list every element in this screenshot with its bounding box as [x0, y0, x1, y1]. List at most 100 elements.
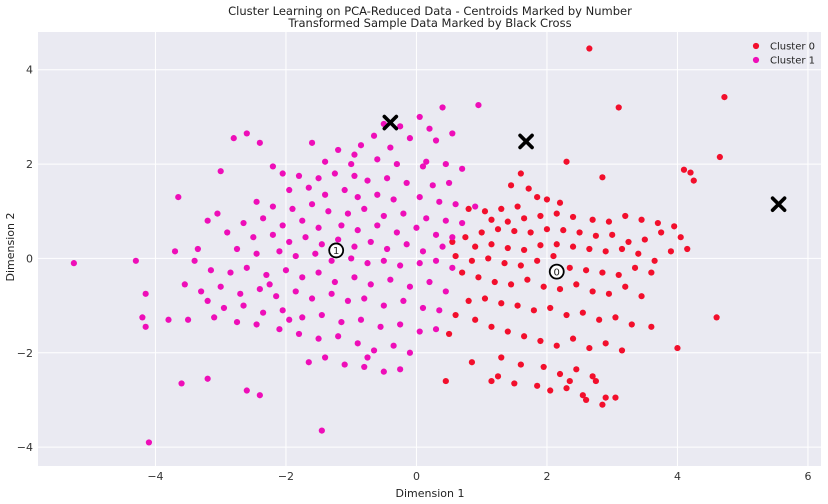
- data-point: [237, 290, 244, 297]
- data-point: [224, 229, 231, 236]
- sample-cross: [518, 133, 534, 150]
- data-point: [556, 199, 564, 206]
- data-point: [596, 316, 603, 323]
- data-point: [322, 191, 329, 198]
- data-point: [514, 203, 521, 210]
- data-point: [191, 257, 198, 264]
- data-point: [677, 234, 684, 241]
- data-point: [478, 229, 485, 236]
- data-point: [286, 186, 293, 194]
- data-point: [667, 248, 675, 255]
- data-point: [279, 170, 286, 177]
- data-point: [295, 330, 303, 338]
- data-point: [586, 245, 593, 253]
- data-point: [721, 94, 728, 101]
- data-point: [233, 245, 241, 253]
- data-point: [609, 231, 616, 238]
- data-point: [494, 373, 502, 380]
- data-point: [260, 215, 267, 222]
- data-point: [543, 226, 551, 233]
- data-point: [517, 262, 524, 269]
- data-point: [419, 248, 427, 255]
- data-point: [449, 238, 456, 246]
- data-point: [338, 319, 345, 326]
- data-point: [370, 347, 378, 354]
- data-point: [400, 297, 407, 304]
- data-point: [569, 335, 577, 342]
- data-point: [452, 252, 459, 260]
- data-point: [240, 219, 247, 227]
- data-point: [553, 210, 560, 217]
- y-tick-label: −2: [17, 347, 33, 360]
- data-point: [374, 156, 381, 163]
- data-point: [602, 248, 609, 255]
- data-point: [256, 285, 263, 293]
- data-point: [563, 311, 570, 319]
- data-point: [553, 342, 560, 349]
- data-point: [397, 321, 404, 328]
- data-point: [573, 281, 580, 288]
- data-point: [181, 281, 188, 288]
- data-point: [605, 290, 613, 297]
- data-point: [380, 257, 387, 264]
- data-point: [354, 194, 361, 201]
- data-point: [452, 201, 459, 208]
- sample-cross-stroke: [770, 196, 787, 212]
- data-point: [393, 160, 400, 168]
- data-point: [445, 179, 453, 187]
- data-point: [279, 307, 286, 314]
- data-point: [145, 439, 153, 446]
- data-point: [488, 323, 495, 330]
- data-point: [292, 288, 299, 295]
- data-point: [485, 255, 492, 262]
- data-point: [680, 166, 688, 173]
- data-point: [289, 205, 296, 213]
- data-point: [390, 342, 397, 349]
- data-point: [654, 219, 661, 227]
- data-point: [413, 224, 420, 231]
- data-point: [354, 227, 361, 234]
- data-point: [423, 215, 430, 222]
- data-point: [361, 205, 368, 213]
- data-point: [286, 238, 293, 246]
- data-point: [419, 304, 427, 312]
- data-point: [227, 269, 234, 276]
- data-point: [276, 326, 283, 333]
- data-point: [70, 260, 77, 267]
- data-point: [351, 274, 358, 281]
- data-point: [364, 354, 371, 361]
- x-tick-label: −2: [278, 470, 294, 483]
- data-point: [550, 252, 557, 260]
- data-point: [269, 231, 276, 238]
- data-point: [393, 229, 400, 236]
- data-point: [335, 146, 342, 154]
- data-point: [341, 361, 348, 368]
- data-point: [253, 198, 260, 205]
- data-point: [331, 278, 338, 286]
- data-point: [364, 260, 371, 267]
- data-point: [341, 186, 348, 194]
- data-point: [322, 354, 329, 361]
- data-point: [165, 316, 172, 323]
- data-point: [599, 174, 606, 181]
- data-point: [641, 236, 648, 243]
- y-tick-label: 0: [26, 252, 33, 265]
- data-point: [335, 333, 342, 340]
- plot-area: [38, 32, 821, 466]
- data-point: [586, 45, 593, 52]
- data-point: [217, 283, 224, 290]
- data-point: [256, 139, 263, 146]
- x-tick-label: −4: [147, 470, 163, 483]
- data-point: [266, 281, 273, 288]
- data-point: [547, 387, 554, 394]
- data-point: [569, 213, 577, 221]
- centroid-marker: 1: [328, 242, 345, 259]
- sample-markers: [382, 114, 787, 212]
- data-point: [687, 169, 694, 176]
- data-point: [331, 170, 338, 177]
- data-point: [511, 380, 518, 387]
- data-point: [361, 295, 368, 302]
- data-point: [671, 223, 678, 230]
- data-point: [171, 248, 179, 255]
- data-point: [449, 130, 456, 137]
